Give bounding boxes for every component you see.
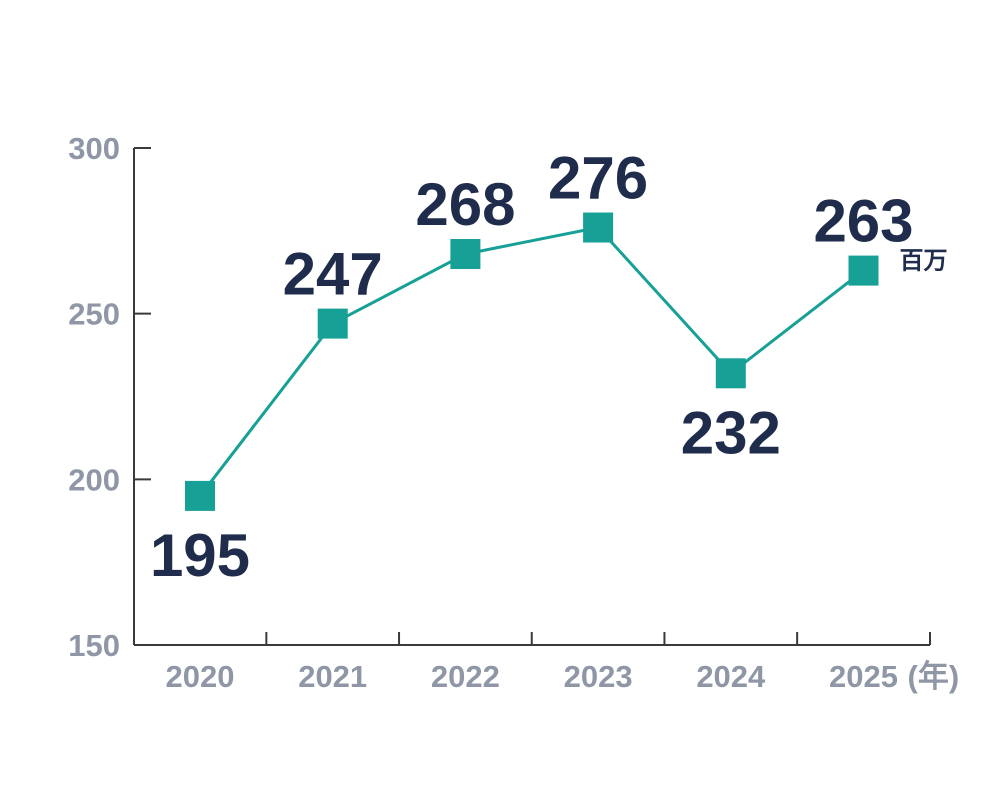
data-point-marker xyxy=(715,358,746,389)
x-tick-label: 2024 xyxy=(696,659,766,694)
y-tick-label: 200 xyxy=(68,462,120,497)
value-unit-label: 百万 xyxy=(900,247,948,275)
data-point-marker xyxy=(317,308,348,339)
x-tick-label: 2021 xyxy=(298,659,367,694)
data-label: 247 xyxy=(283,241,383,308)
y-tick-label: 250 xyxy=(68,297,120,332)
data-label: 232 xyxy=(681,399,781,466)
data-point-marker xyxy=(185,480,215,511)
data-label: 263 xyxy=(813,188,913,255)
series-layer xyxy=(185,212,879,511)
data-label: 268 xyxy=(415,171,515,238)
series-line xyxy=(198,225,865,497)
x-tick-label: 2022 xyxy=(431,659,500,694)
data-point-marker xyxy=(583,212,614,243)
y-tick-label: 300 xyxy=(68,131,120,166)
y-tick-label: 150 xyxy=(68,628,120,663)
data-labels: 195 247 268 276 232 263 xyxy=(150,145,914,589)
data-point-marker xyxy=(848,255,879,286)
x-axis-unit-label: (年) xyxy=(908,659,960,694)
data-label: 195 xyxy=(150,522,250,589)
x-tick-label: 2020 xyxy=(166,659,235,694)
axes: 150 200 250 300 2020 2021 2022 2023 2024 2025 xyxy=(68,131,931,694)
data-point-marker xyxy=(450,239,481,270)
data-label: 276 xyxy=(548,145,648,212)
x-tick-label: 2023 xyxy=(564,659,633,694)
x-tick-label: 2025 xyxy=(829,659,898,694)
